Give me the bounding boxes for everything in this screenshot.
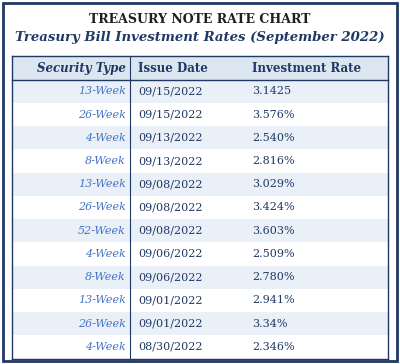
Text: 3.029%: 3.029% (252, 179, 295, 189)
Text: 8-Week: 8-Week (85, 272, 126, 282)
Text: 26-Week: 26-Week (78, 110, 126, 119)
Text: 13-Week: 13-Week (78, 179, 126, 189)
Text: 09/08/2022: 09/08/2022 (138, 226, 202, 236)
Text: 3.603%: 3.603% (252, 226, 295, 236)
Text: Security Type: Security Type (37, 62, 126, 75)
Text: 4-Week: 4-Week (85, 133, 126, 143)
Text: 8-Week: 8-Week (85, 156, 126, 166)
Text: Issue Date: Issue Date (138, 62, 208, 75)
Text: 08/30/2022: 08/30/2022 (138, 342, 202, 352)
Text: 09/13/2022: 09/13/2022 (138, 133, 202, 143)
Text: 09/08/2022: 09/08/2022 (138, 179, 202, 189)
Text: 26-Week: 26-Week (78, 202, 126, 213)
Text: Investment Rate: Investment Rate (252, 62, 361, 75)
Text: 4-Week: 4-Week (85, 342, 126, 352)
Text: 3.1425: 3.1425 (252, 86, 291, 96)
Text: 4-Week: 4-Week (85, 249, 126, 259)
Text: 2.780%: 2.780% (252, 272, 294, 282)
Text: TREASURY NOTE RATE CHART: TREASURY NOTE RATE CHART (89, 13, 311, 26)
Text: 2.816%: 2.816% (252, 156, 295, 166)
Text: Treasury Bill Investment Rates (September 2022): Treasury Bill Investment Rates (Septembe… (15, 31, 385, 44)
Text: 26-Week: 26-Week (78, 318, 126, 329)
Text: 52-Week: 52-Week (78, 226, 126, 236)
Text: 13-Week: 13-Week (78, 296, 126, 305)
Text: 3.576%: 3.576% (252, 110, 294, 119)
Text: 09/08/2022: 09/08/2022 (138, 202, 202, 213)
Text: 09/01/2022: 09/01/2022 (138, 318, 202, 329)
Text: 09/15/2022: 09/15/2022 (138, 86, 202, 96)
Text: 09/15/2022: 09/15/2022 (138, 110, 202, 119)
Text: 2.941%: 2.941% (252, 296, 295, 305)
Text: 3.34%: 3.34% (252, 318, 288, 329)
Text: 13-Week: 13-Week (78, 86, 126, 96)
Text: 2.540%: 2.540% (252, 133, 295, 143)
Text: 09/01/2022: 09/01/2022 (138, 296, 202, 305)
Text: 2.346%: 2.346% (252, 342, 295, 352)
Text: 09/06/2022: 09/06/2022 (138, 249, 202, 259)
Text: 09/06/2022: 09/06/2022 (138, 272, 202, 282)
Text: 09/13/2022: 09/13/2022 (138, 156, 202, 166)
Text: 2.509%: 2.509% (252, 249, 295, 259)
Text: 3.424%: 3.424% (252, 202, 295, 213)
